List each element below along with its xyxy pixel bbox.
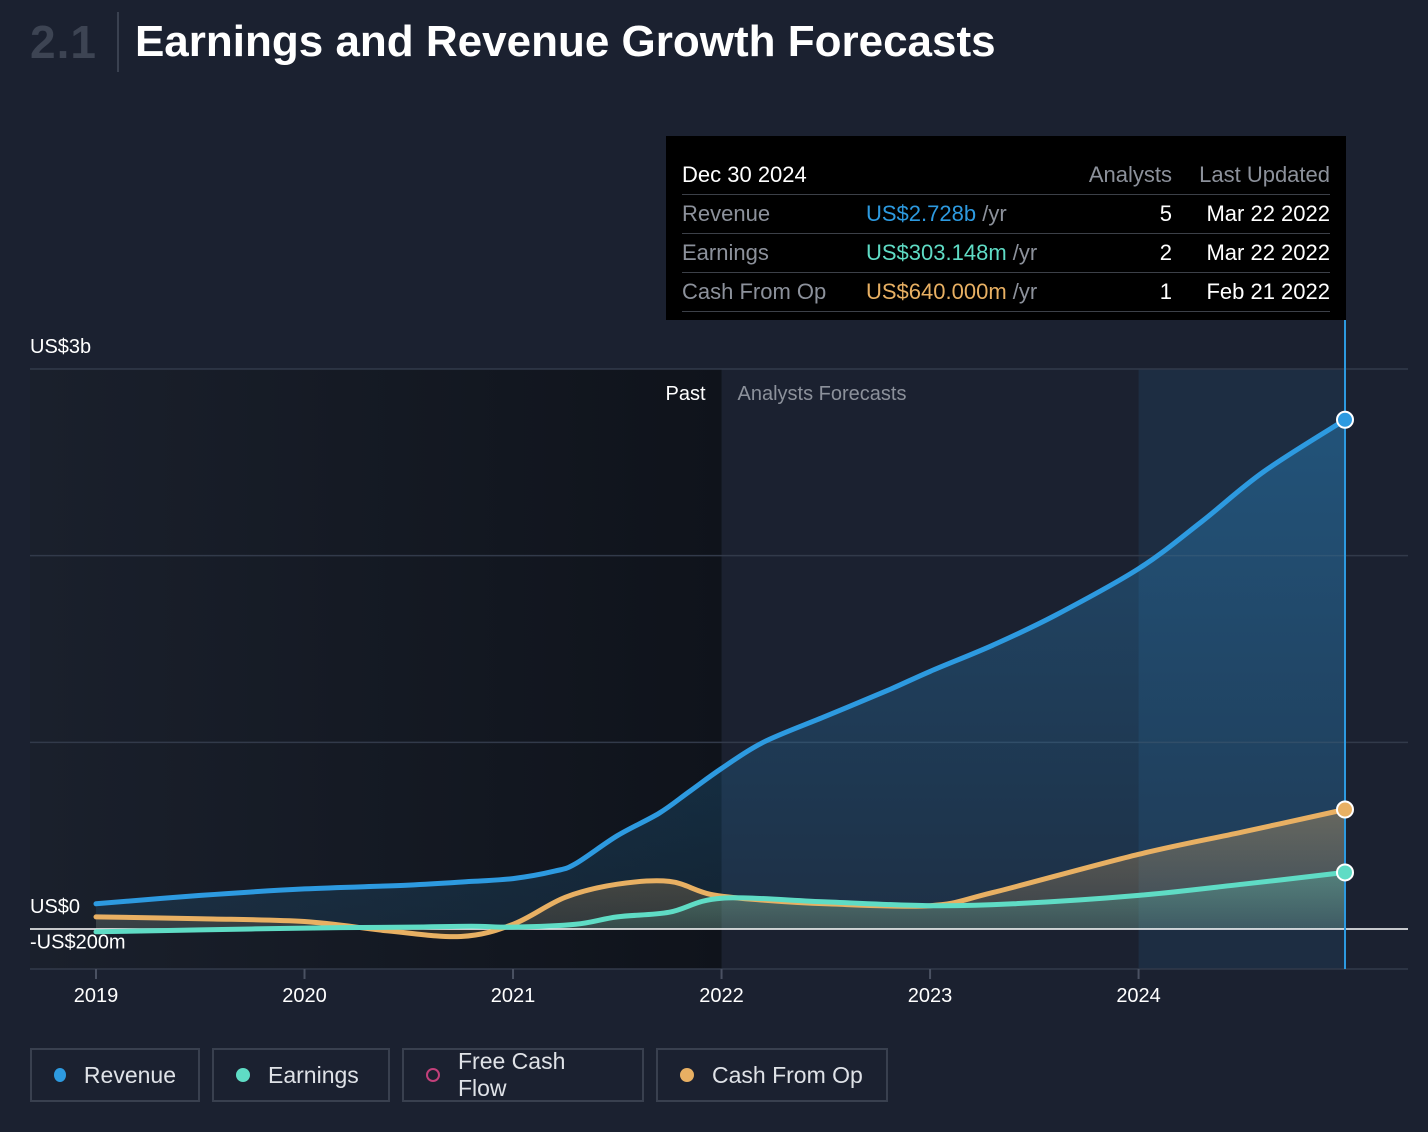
series-line-earnings — [93, 869, 1348, 935]
end-point-cash-from-op — [1336, 800, 1354, 819]
x-tick-label: 2023 — [908, 985, 953, 1007]
series-line-cash-from-op — [93, 807, 1348, 940]
y-tick-label: US$3b — [30, 336, 91, 358]
legend-dot-icon — [236, 1068, 250, 1082]
legend-item-free-cash-flow[interactable]: Free Cash Flow — [402, 1048, 644, 1102]
tooltip-metric-unit: /yr — [1012, 279, 1038, 304]
tooltip-metric-unit: /yr — [982, 201, 1007, 226]
tooltip-metric-name: Cash From Op — [682, 279, 827, 304]
chart-legend: Revenue Earnings Free Cash Flow Cash Fro… — [30, 1048, 888, 1102]
tooltip-row-cash-from-op: Cash From Op US$640.000m /yr 1 Feb 21 20… — [682, 272, 1330, 312]
tooltip-updated-date: Feb 21 2022 — [1206, 279, 1330, 304]
tooltip-analysts-header: Analysts — [1088, 162, 1172, 187]
tooltip-metric-value: US$2.728b — [866, 201, 977, 226]
tooltip-analyst-count: 5 — [1159, 201, 1172, 226]
forecast-label: Analysts Forecasts — [738, 383, 907, 405]
header-divider — [116, 12, 119, 72]
x-tick-label: 2024 — [1116, 985, 1161, 1007]
end-point-revenue — [1336, 410, 1354, 429]
legend-label: Revenue — [83, 1061, 176, 1088]
legend-item-earnings[interactable]: Earnings — [212, 1048, 390, 1102]
x-tick-label: 2022 — [699, 985, 744, 1007]
tooltip-header-row: Dec 30 2024 Analysts Last Updated — [682, 156, 1330, 194]
area-revenue — [96, 419, 1345, 929]
legend-dot-icon — [54, 1068, 66, 1082]
tooltip-date: Dec 30 2024 — [682, 162, 807, 187]
section-header: 2.1 Earnings and Revenue Growth Forecast… — [30, 12, 996, 72]
tooltip-metric-value: US$303.148m — [866, 240, 1007, 265]
legend-dot-icon — [680, 1068, 694, 1082]
legend-label: Free Cash Flow — [457, 1048, 566, 1101]
tooltip-metric-name: Earnings — [682, 240, 769, 265]
tooltip-row-revenue: Revenue US$2.728b /yr 5 Mar 22 2022 — [682, 194, 1330, 233]
tooltip-metric-unit: /yr — [1012, 240, 1038, 265]
legend-item-revenue[interactable]: Revenue — [30, 1048, 200, 1102]
legend-item-cash-from-op[interactable]: Cash From Op — [656, 1048, 888, 1102]
tooltip-analyst-count: 1 — [1159, 279, 1172, 304]
series-line-revenue — [93, 417, 1348, 907]
tooltip-metric-value: US$640.000m — [866, 279, 1007, 304]
y-tick-label: US$0 — [30, 896, 80, 918]
tooltip-updated-date: Mar 22 2022 — [1206, 201, 1330, 226]
chart-tooltip: Dec 30 2024 Analysts Last Updated Revenu… — [666, 136, 1346, 320]
tooltip-metric-name: Revenue — [682, 201, 771, 226]
x-tick-label: 2020 — [282, 985, 327, 1007]
tooltip-updated-header: Last Updated — [1199, 162, 1330, 187]
area-earnings — [96, 872, 1345, 932]
legend-label: Earnings — [268, 1061, 359, 1088]
past-label: Past — [666, 383, 706, 405]
end-point-earnings — [1336, 863, 1354, 882]
legend-ring-icon — [426, 1068, 440, 1082]
legend-label: Cash From Op — [712, 1061, 863, 1088]
x-tick-label: 2019 — [74, 985, 119, 1007]
page-title: Earnings and Revenue Growth Forecasts — [134, 17, 996, 66]
tooltip-updated-date: Mar 22 2022 — [1206, 240, 1330, 265]
section-number: 2.1 — [30, 16, 97, 68]
y-tick-label: -US$200m — [30, 931, 126, 953]
tooltip-row-earnings: Earnings US$303.148m /yr 2 Mar 22 2022 — [682, 233, 1330, 272]
x-tick-label: 2021 — [491, 985, 536, 1007]
tooltip-analyst-count: 2 — [1159, 240, 1172, 265]
